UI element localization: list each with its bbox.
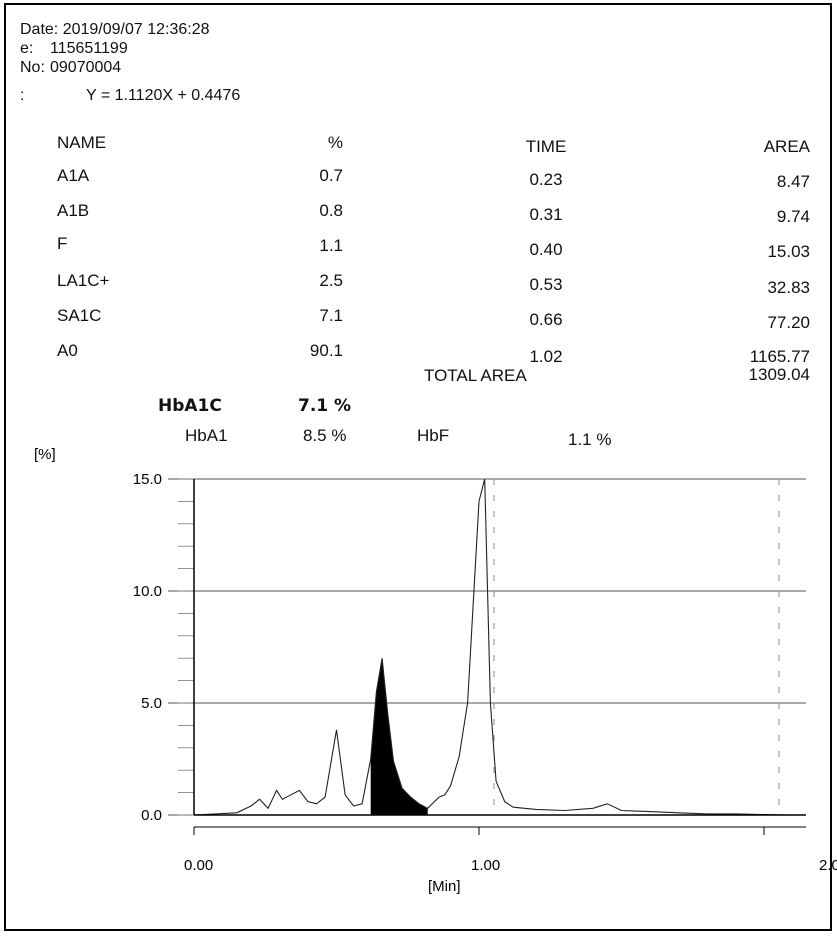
row-area: 77.20 (767, 313, 810, 332)
date-line: Date: 2019/09/07 12:36:28 (20, 21, 210, 39)
id-label: e: (20, 40, 34, 57)
total-area-label: TOTAL AREA (424, 366, 527, 385)
x-axis-label: [Min] (428, 878, 461, 895)
id-line: e: 115651199 (20, 40, 128, 58)
y-tick-label: 0.0 (141, 807, 162, 824)
hbf-label: HbF (417, 426, 450, 445)
row-name: SA1C (57, 306, 102, 325)
x-tick-label: 1.00 (471, 857, 500, 874)
row-pct: 1.1 (319, 236, 343, 255)
row-area: 9.74 (776, 207, 810, 226)
y-tick-label: 10.0 (133, 583, 162, 600)
id-value: 115651199 (50, 40, 128, 57)
row-name: A1A (57, 166, 90, 185)
y-tick-label: 5.0 (141, 695, 162, 712)
y-tick-label: 15.0 (133, 471, 162, 488)
row-time: 0.66 (529, 310, 563, 329)
equation-label: : (20, 87, 25, 104)
y-axis-label: [%] (34, 446, 56, 463)
row-time: 1.02 (529, 347, 563, 366)
x-tick-label: 0.00 (184, 857, 213, 874)
row-name: A1B (57, 201, 90, 220)
row-pct: 0.8 (319, 201, 343, 220)
sa1c-peak-fill (370, 658, 428, 815)
row-pct: 2.5 (319, 271, 343, 290)
equation-line: : Y = 1.1120X + 0.4476 (20, 87, 240, 105)
row-time: 0.53 (529, 275, 563, 294)
row-area: 8.47 (776, 172, 810, 191)
header-pct: % (327, 133, 343, 152)
sample-label: No: (20, 59, 45, 76)
header-area: AREA (763, 137, 810, 156)
row-pct: 0.7 (319, 166, 343, 185)
row-area: 1165.77 (749, 347, 810, 366)
row-time: 0.40 (529, 240, 563, 259)
date-value: 2019/09/07 12:36:28 (62, 21, 210, 38)
row-pct: 7.1 (319, 306, 343, 325)
row-pct: 90.1 (309, 341, 343, 360)
row-name: F (57, 234, 68, 253)
sample-value: 09070004 (50, 59, 122, 76)
row-name: LA1C+ (57, 271, 110, 290)
row-area: 15.03 (767, 242, 810, 261)
total-area-value: 1309.04 (748, 365, 810, 384)
row-time: 0.23 (529, 170, 563, 189)
chromatogram-trace (193, 478, 793, 816)
row-time: 0.31 (529, 205, 563, 224)
header-time: TIME (525, 137, 567, 156)
row-area: 32.83 (767, 278, 810, 297)
hbf-value: 1.1 % (568, 430, 612, 449)
date-label: Date: (20, 21, 59, 38)
hba1-label: HbA1 (185, 426, 228, 445)
equation-value: Y = 1.1120X + 0.4476 (86, 87, 241, 104)
row-name: A0 (57, 341, 78, 360)
header-name: NAME (57, 133, 107, 152)
hba1-value: 8.5 % (303, 426, 347, 445)
x-tick-label: 2.00 (819, 857, 837, 874)
report-frame (4, 3, 832, 931)
hba1c-value: 7.1 % (298, 396, 352, 416)
hba1c-label: HbA1C (158, 396, 222, 416)
sample-line: No: 09070004 (20, 59, 121, 77)
